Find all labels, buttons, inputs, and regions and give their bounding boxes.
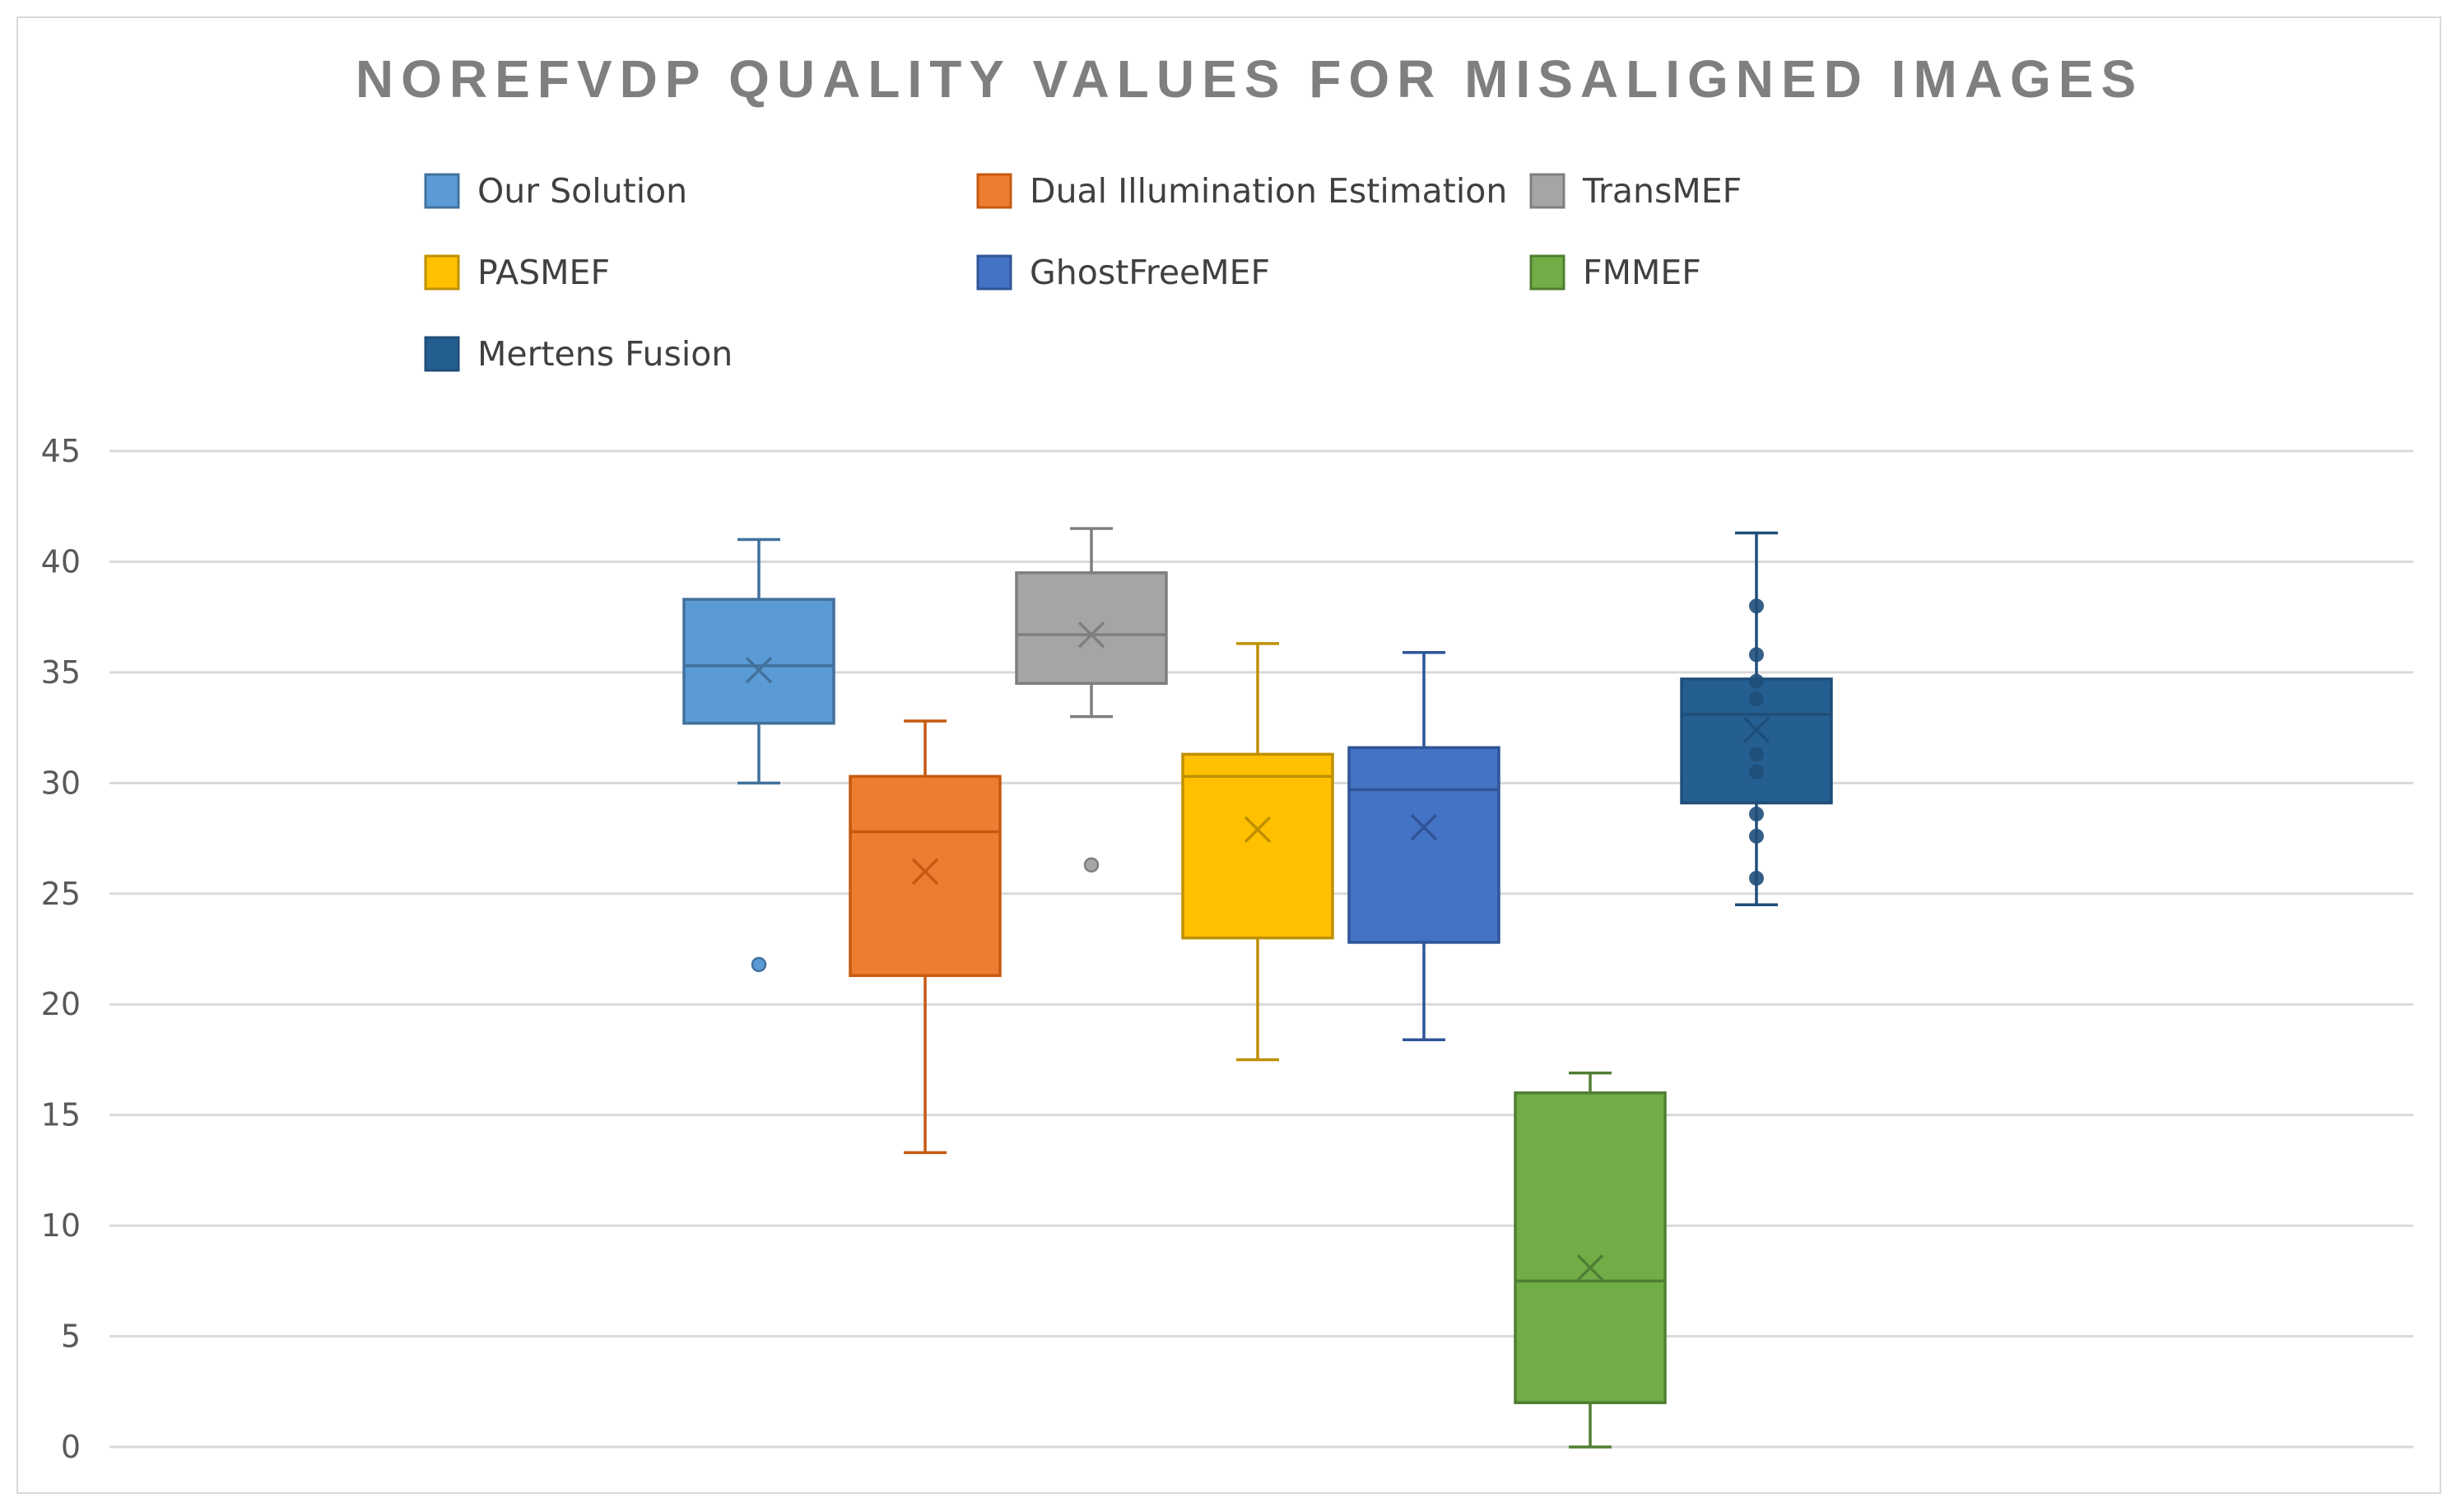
box-dual-illumination-estimation xyxy=(849,719,1002,1155)
iqr-box xyxy=(849,775,1002,978)
box-transmef xyxy=(1015,527,1168,873)
box-our-solution xyxy=(682,537,835,973)
y-tick-label: 5 xyxy=(61,1319,81,1355)
iqr-box xyxy=(1347,746,1500,944)
legend-item: Our Solution xyxy=(424,171,687,211)
legend-swatch xyxy=(424,173,460,209)
iqr-box xyxy=(1181,752,1334,940)
iqr-box xyxy=(1514,1091,1667,1404)
iqr-box xyxy=(1015,571,1168,686)
mean-marker xyxy=(911,858,939,886)
y-tick-label: 20 xyxy=(41,986,81,1022)
y-tick-label: 45 xyxy=(41,433,81,469)
inner-point xyxy=(1749,828,1764,844)
y-tick-label: 30 xyxy=(41,765,81,801)
inner-point xyxy=(1749,764,1764,779)
y-tick-label: 35 xyxy=(41,654,81,691)
mean-marker xyxy=(1576,1254,1604,1282)
mean-marker xyxy=(1742,716,1770,744)
mean-marker xyxy=(745,656,773,684)
legend-swatch xyxy=(976,254,1012,291)
y-tick-label: 15 xyxy=(41,1097,81,1133)
y-tick-label: 25 xyxy=(41,876,81,912)
legend-label: Mertens Fusion xyxy=(477,334,733,374)
legend-swatch xyxy=(1529,254,1565,291)
legend-label: GhostFreeMEF xyxy=(1030,253,1270,292)
legend-item: PASMEF xyxy=(424,253,610,292)
inner-point xyxy=(1749,598,1764,614)
inner-point xyxy=(1749,806,1764,821)
legend-item: Dual Illumination Estimation xyxy=(976,171,1507,211)
legend-label: Dual Illumination Estimation xyxy=(1030,171,1507,211)
legend-swatch xyxy=(424,336,460,372)
inner-point xyxy=(1749,691,1764,707)
iqr-box xyxy=(682,598,835,725)
boxes xyxy=(682,527,1833,1449)
legend-swatch xyxy=(976,173,1012,209)
outlier-point xyxy=(751,956,767,973)
chart-title: NOREFVDP QUALITY VALUES FOR MISALIGNED I… xyxy=(356,49,2143,109)
legend-label: PASMEF xyxy=(477,253,610,292)
legend-item: GhostFreeMEF xyxy=(976,253,1270,292)
box-pasmef xyxy=(1181,642,1334,1062)
box-fmmef xyxy=(1514,1071,1667,1449)
legend-label: Our Solution xyxy=(477,171,687,211)
legend-label: FMMEF xyxy=(1583,253,1701,292)
y-tick-label: 40 xyxy=(41,543,81,579)
inner-point xyxy=(1749,870,1764,886)
y-tick-label: 10 xyxy=(41,1207,81,1244)
legend-swatch xyxy=(1529,173,1565,209)
box-mertens-fusion xyxy=(1680,531,1833,906)
inner-point xyxy=(1749,673,1764,689)
y-tick-label: 0 xyxy=(61,1429,81,1465)
mean-marker xyxy=(1244,816,1272,844)
box-ghostfreemef xyxy=(1347,650,1500,1041)
mean-marker xyxy=(1077,621,1105,649)
mean-marker xyxy=(1410,813,1438,841)
outlier-point xyxy=(1083,857,1100,873)
inner-point xyxy=(1749,647,1764,663)
legend-item: FMMEF xyxy=(1529,253,1701,292)
gridlines xyxy=(109,449,2413,1449)
legend-item: Mertens Fusion xyxy=(424,334,733,374)
legend-swatch xyxy=(424,254,460,291)
legend-label: TransMEF xyxy=(1582,171,1742,211)
legend: Our Solution Dual Illumination Estimation… xyxy=(424,171,1742,374)
y-axis: 0 5 10 15 20 25 30 35 40 45 xyxy=(41,433,81,1465)
legend-item: TransMEF xyxy=(1529,171,1742,211)
inner-point xyxy=(1749,747,1764,762)
